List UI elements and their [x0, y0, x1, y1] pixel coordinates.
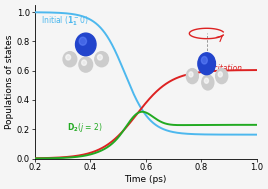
Text: Excitation: Excitation	[205, 64, 243, 73]
Text: $\mathbf{D_2}$($j$ = 2): $\mathbf{D_2}$($j$ = 2)	[67, 121, 103, 134]
Text: Initial ($\mathbf{1_1^-}$0): Initial ($\mathbf{1_1^-}$0)	[41, 14, 89, 28]
Y-axis label: Populations of states: Populations of states	[5, 35, 14, 129]
X-axis label: Time (ps): Time (ps)	[124, 175, 167, 184]
